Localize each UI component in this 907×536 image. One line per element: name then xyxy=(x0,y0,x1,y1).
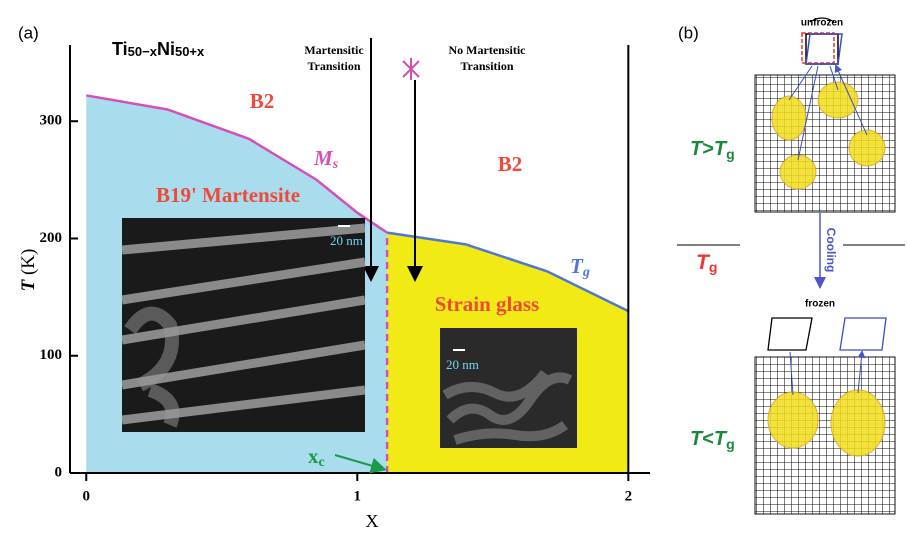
curve-label-part: s xyxy=(332,157,339,172)
tem-image xyxy=(440,328,577,448)
annotation: Transition xyxy=(307,59,360,73)
condition-part: g xyxy=(726,436,735,452)
cell xyxy=(840,318,886,350)
xc-label-part: c xyxy=(319,455,325,470)
region-label: Strain glass xyxy=(435,292,539,316)
formula-part: 50−x xyxy=(128,44,158,59)
region-label: B2 xyxy=(250,89,275,113)
formula-part: Ti xyxy=(112,39,128,59)
condition: T<Tg xyxy=(690,428,735,451)
y-tick-label: 100 xyxy=(40,347,63,363)
y-axis-label: T (K) xyxy=(18,249,39,292)
x-axis-label: X xyxy=(366,511,379,531)
x-tick-label: 0 xyxy=(83,488,91,504)
annotation: Martensitic xyxy=(304,43,364,57)
condition-part: g xyxy=(726,146,735,162)
cell xyxy=(768,318,812,350)
panel-b: (b) unfrozen T>Tg Tg Cooling frozen T<Tg xyxy=(677,18,905,514)
y-axis-label-part: (K) xyxy=(18,249,39,275)
condition-part: < xyxy=(702,428,714,450)
caption: frozen xyxy=(805,299,835,310)
y-tick-label: 200 xyxy=(40,230,63,246)
tg-label: Tg xyxy=(696,251,717,275)
caption: unfrozen xyxy=(801,18,843,29)
panel-label: (a) xyxy=(18,23,39,42)
scale-bar-label: 20 nm xyxy=(446,357,479,372)
y-tick-label: 0 xyxy=(55,464,63,480)
tem-image xyxy=(122,218,365,432)
x-tick-label: 2 xyxy=(625,488,633,504)
region-label: B2 xyxy=(498,152,523,176)
x-tick-label: 1 xyxy=(354,488,362,504)
condition: T>Tg xyxy=(690,138,735,161)
condition-part: > xyxy=(702,138,714,160)
xc-label-part: x xyxy=(308,444,319,468)
curve-label: Tg xyxy=(570,254,590,280)
curve-label-part: M xyxy=(313,146,334,170)
annotation: Transition xyxy=(460,59,513,73)
arrow-label: Cooling xyxy=(824,228,838,273)
annotation: No Martensitic xyxy=(449,43,527,57)
formula-part: Ni xyxy=(157,39,175,59)
panel-label: (b) xyxy=(678,23,699,42)
formula-part: 50+x xyxy=(175,44,205,59)
cell xyxy=(806,34,842,64)
tg-label-part: g xyxy=(709,259,718,275)
curve-label-part: g xyxy=(582,265,590,280)
figure: 0 100 200 300 0 1 2 (a) Ti50−xNi50+x Martensit… xyxy=(0,0,907,536)
y-tick-label: 300 xyxy=(40,113,63,129)
scale-bar-label: 20 nm xyxy=(330,233,363,248)
y-axis-label-part: T xyxy=(18,278,39,291)
region-label: B19' Martensite xyxy=(156,183,300,207)
curve-label: Ms xyxy=(313,146,339,172)
formula: Ti50−xNi50+x xyxy=(112,39,205,60)
cross xyxy=(403,58,419,80)
cell xyxy=(806,34,838,64)
